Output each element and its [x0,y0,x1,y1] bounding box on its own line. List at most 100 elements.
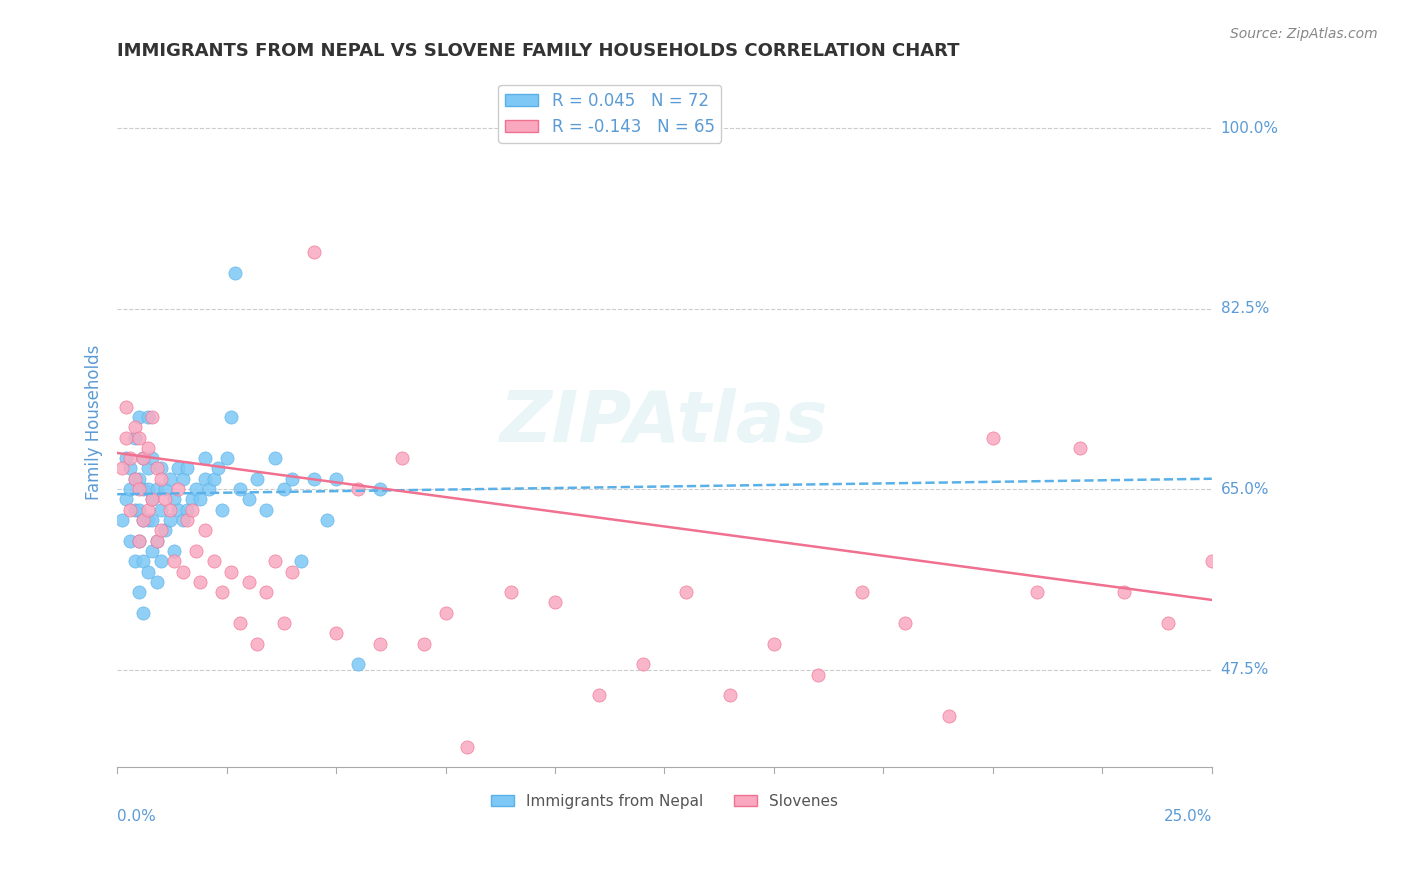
Point [211,502,233,516]
Point [110,513,132,527]
Point [544,595,567,609]
Point [325,626,347,640]
Point [347,482,370,496]
Point [325,472,347,486]
Point [124,420,146,434]
Point [263,554,285,568]
Point [254,502,277,516]
Point [718,688,741,702]
Point [115,492,138,507]
Point [167,502,190,516]
Point [120,502,142,516]
Text: 100.0%: 100.0% [1220,120,1278,136]
Point [120,482,142,496]
Point [132,482,155,496]
Point [290,554,312,568]
Point [281,472,304,486]
Point [229,482,252,496]
Point [238,574,260,589]
Point [172,565,194,579]
Point [132,513,155,527]
Text: ZIPAtlas: ZIPAtlas [501,387,828,457]
Point [391,451,413,466]
Point [132,606,155,620]
Point [136,461,159,475]
Text: 0.0%: 0.0% [117,809,156,823]
Legend: Immigrants from Nepal, Slovenes: Immigrants from Nepal, Slovenes [485,788,844,815]
Point [132,554,155,568]
Point [149,524,172,538]
Point [141,451,163,466]
Text: 65.0%: 65.0% [1220,482,1270,497]
Point [132,513,155,527]
Point [145,482,167,496]
Point [219,565,242,579]
Point [194,451,217,466]
Point [124,472,146,486]
Point [184,544,207,558]
Point [110,461,132,475]
Point [172,513,194,527]
Point [149,554,172,568]
Point [128,502,150,516]
Point [762,637,785,651]
Point [128,482,150,496]
Point [198,482,221,496]
Point [194,472,217,486]
Point [368,637,391,651]
Point [128,472,150,486]
Point [1025,585,1047,599]
Point [141,513,163,527]
Point [155,524,177,538]
Point [159,472,181,486]
Point [229,616,252,631]
Point [219,409,242,424]
Point [176,461,198,475]
Point [246,472,269,486]
Point [120,533,142,548]
Point [136,513,159,527]
Y-axis label: Family Households: Family Households [86,344,103,500]
Point [456,739,478,754]
Point [207,461,229,475]
Point [588,688,610,702]
Point [180,492,202,507]
Point [120,451,142,466]
Point [136,482,159,496]
Point [368,482,391,496]
Point [155,492,177,507]
Point [316,513,339,527]
Point [141,544,163,558]
Text: Source: ZipAtlas.com: Source: ZipAtlas.com [1230,27,1378,41]
Point [302,472,325,486]
Point [501,585,523,599]
Point [172,472,194,486]
Point [159,502,181,516]
Point [132,451,155,466]
Point [163,492,186,507]
Point [302,244,325,259]
Point [115,400,138,414]
Point [202,554,225,568]
Text: 82.5%: 82.5% [1220,301,1270,316]
Point [145,533,167,548]
Point [1069,441,1091,455]
Point [412,637,434,651]
Point [124,430,146,444]
Point [124,554,146,568]
Point [273,616,295,631]
Point [246,637,269,651]
Point [115,451,138,466]
Point [163,554,186,568]
Point [128,585,150,599]
Point [167,461,190,475]
Point [141,492,163,507]
Point [136,441,159,455]
Point [149,502,172,516]
Text: 25.0%: 25.0% [1163,809,1212,823]
Point [347,657,370,672]
Point [194,524,217,538]
Point [1201,554,1223,568]
Point [631,657,654,672]
Point [159,513,181,527]
